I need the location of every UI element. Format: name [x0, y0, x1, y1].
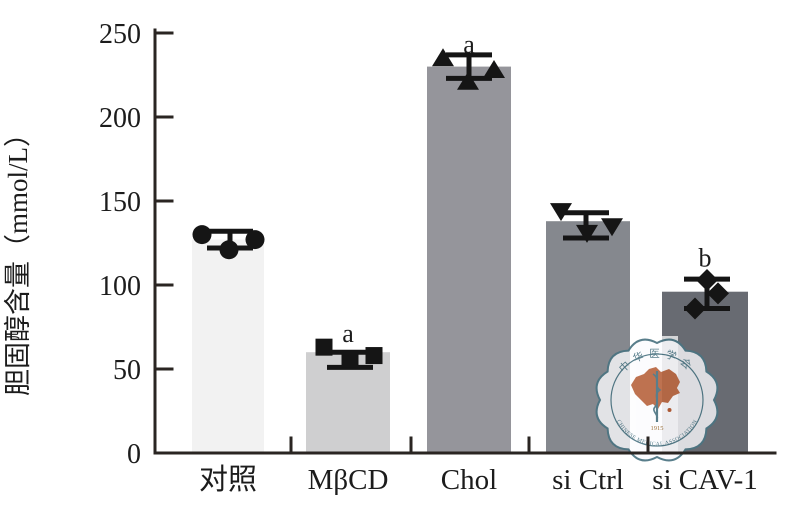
data-point-triangle-up [432, 48, 454, 67]
data-point-triangle-up [483, 59, 505, 78]
watermark-snake [652, 373, 662, 420]
watermark-china-map [631, 367, 680, 409]
bar-1 [192, 239, 264, 453]
x-category-label: si Ctrl [552, 464, 624, 496]
data-point-circle [219, 240, 239, 260]
significance-letter: b [699, 244, 712, 273]
x-category-label: Chol [441, 464, 497, 496]
y-tick-label: 150 [99, 187, 141, 218]
x-category-label: si CAV-1 [652, 464, 758, 496]
data-point-diamond [696, 268, 718, 291]
data-point-triangle-down [601, 218, 623, 237]
data-point-square [341, 350, 359, 368]
data-point-square [315, 338, 333, 356]
x-category-label: MβCD [308, 464, 389, 496]
significance-letter: a [342, 319, 354, 348]
data-point-diamond [707, 282, 729, 305]
data-point-circle [192, 225, 212, 245]
scatter-markers-group [192, 48, 729, 368]
significance-letter: a [463, 30, 475, 59]
watermark-year: 1915 [651, 425, 664, 432]
y-tick-label: 50 [113, 355, 141, 386]
y-axis-label: 胆固醇含量（mmol/L） [3, 120, 33, 396]
bar-3 [427, 66, 511, 453]
x-category-label: 对照 [199, 463, 257, 496]
y-tick-label: 250 [99, 19, 141, 50]
data-point-triangle-down [576, 224, 598, 243]
data-point-square [365, 347, 383, 365]
data-point-triangle-up [457, 71, 479, 90]
watermark-taiwan-dot [667, 408, 672, 412]
y-tick-label: 200 [99, 103, 141, 134]
data-point-diamond [684, 297, 706, 320]
y-tick-label: 0 [127, 439, 141, 470]
data-point-circle [245, 230, 265, 250]
watermark-inner-ring [610, 353, 704, 447]
data-point-triangle-down [550, 203, 572, 222]
y-tick-label: 100 [99, 271, 141, 302]
axes-group [153, 28, 777, 455]
